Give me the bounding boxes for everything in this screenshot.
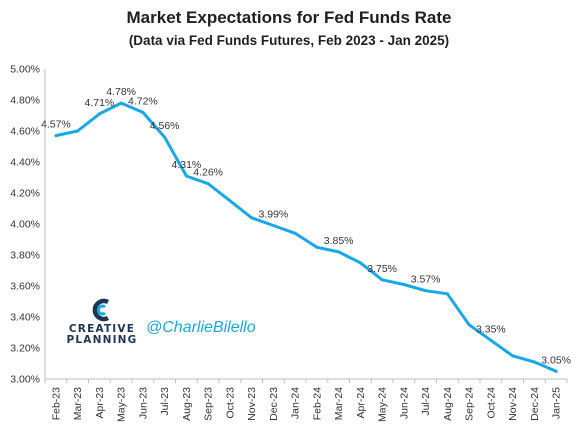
data-point xyxy=(206,182,210,186)
x-tick-label: Aug-24 xyxy=(442,387,454,421)
chart-subtitle: (Data via Fed Funds Futures, Feb 2023 - … xyxy=(128,33,450,48)
x-tick-label: Aug-23 xyxy=(181,387,193,421)
data-point xyxy=(54,134,58,138)
x-tick-label: Sep-24 xyxy=(464,387,476,421)
data-point xyxy=(184,174,188,178)
data-label: 4.71% xyxy=(84,97,114,109)
data-label: 4.56% xyxy=(150,120,180,132)
data-point xyxy=(141,110,145,114)
data-point xyxy=(424,289,428,293)
y-tick-label: 4.00% xyxy=(10,219,40,231)
y-tick-label: 5.00% xyxy=(10,64,40,76)
x-tick-label: Nov-24 xyxy=(507,387,519,421)
data-point xyxy=(97,112,101,116)
data-point xyxy=(293,231,297,235)
data-point xyxy=(119,101,123,105)
creative-planning-logo: CREATIVE PLANNING xyxy=(62,298,142,346)
x-tick-label: Feb-23 xyxy=(50,387,62,420)
x-tick-label: Feb-24 xyxy=(311,387,323,420)
data-point xyxy=(445,292,449,296)
x-tick-label: Dec-24 xyxy=(529,387,541,421)
data-point xyxy=(271,224,275,228)
data-label: 4.31% xyxy=(171,159,201,171)
series-line xyxy=(54,101,558,373)
data-label: 3.35% xyxy=(476,323,506,335)
x-tick-label: Sep-23 xyxy=(203,387,215,421)
data-label: 3.05% xyxy=(541,354,571,366)
x-tick-label: Jun-24 xyxy=(398,387,410,419)
x-tick-label: Oct-24 xyxy=(485,387,497,419)
x-tick-label: Jan-24 xyxy=(290,387,302,419)
data-label: 4.57% xyxy=(41,119,71,131)
data-point xyxy=(467,323,471,327)
data-point xyxy=(228,199,232,203)
y-tick-label: 3.80% xyxy=(10,250,40,262)
data-point xyxy=(76,129,80,133)
x-tick-label: Mar-24 xyxy=(333,387,345,420)
data-point xyxy=(163,135,167,139)
data-point xyxy=(337,250,341,254)
x-tick-label: May-24 xyxy=(377,387,389,422)
chart-title: Market Expectations for Fed Funds Rate xyxy=(126,8,452,27)
data-point xyxy=(511,354,515,358)
y-tick-label: 4.40% xyxy=(10,157,40,169)
data-label: 3.75% xyxy=(367,263,397,275)
creative-planning-logo-icon xyxy=(92,298,110,322)
data-point xyxy=(554,369,558,373)
data-label: 4.26% xyxy=(193,167,223,179)
x-tick-label: Apr-23 xyxy=(94,387,106,419)
data-point xyxy=(315,245,319,249)
y-tick-label: 3.00% xyxy=(10,374,40,386)
y-tick-label: 3.40% xyxy=(10,312,40,324)
data-point xyxy=(489,338,493,342)
y-tick-label: 4.60% xyxy=(10,126,40,138)
y-tick-label: 4.80% xyxy=(10,95,40,107)
data-label: 4.78% xyxy=(106,86,136,98)
x-tick-label: Jul-23 xyxy=(159,387,171,416)
data-label: 3.99% xyxy=(258,209,288,221)
data-point xyxy=(380,278,384,282)
data-label: 3.85% xyxy=(324,235,354,247)
author-handle: @CharlieBilello xyxy=(146,319,256,336)
x-tick-label: May-23 xyxy=(116,387,128,422)
data-point xyxy=(402,282,406,286)
data-point xyxy=(358,261,362,265)
y-tick-label: 3.20% xyxy=(10,343,40,355)
x-tick-label: Jan-25 xyxy=(551,387,563,419)
data-label: 3.57% xyxy=(411,274,441,286)
x-tick-label: Nov-23 xyxy=(246,387,258,421)
data-label: 4.72% xyxy=(128,95,158,107)
x-tick-label: Mar-23 xyxy=(72,387,84,420)
data-point xyxy=(532,360,536,364)
x-tick-label: Oct-23 xyxy=(224,387,236,419)
y-tick-label: 3.60% xyxy=(10,281,40,293)
logo-text-creative: CREATIVE xyxy=(68,323,136,335)
data-point xyxy=(250,216,254,220)
x-tick-label: Dec-23 xyxy=(268,387,280,421)
logo-text-planning: PLANNING xyxy=(66,334,138,346)
x-tick-label: Jul-24 xyxy=(420,387,432,416)
y-tick-label: 4.20% xyxy=(10,188,40,200)
x-tick-label: Apr-24 xyxy=(355,387,367,419)
x-tick-label: Jun-23 xyxy=(137,387,149,419)
